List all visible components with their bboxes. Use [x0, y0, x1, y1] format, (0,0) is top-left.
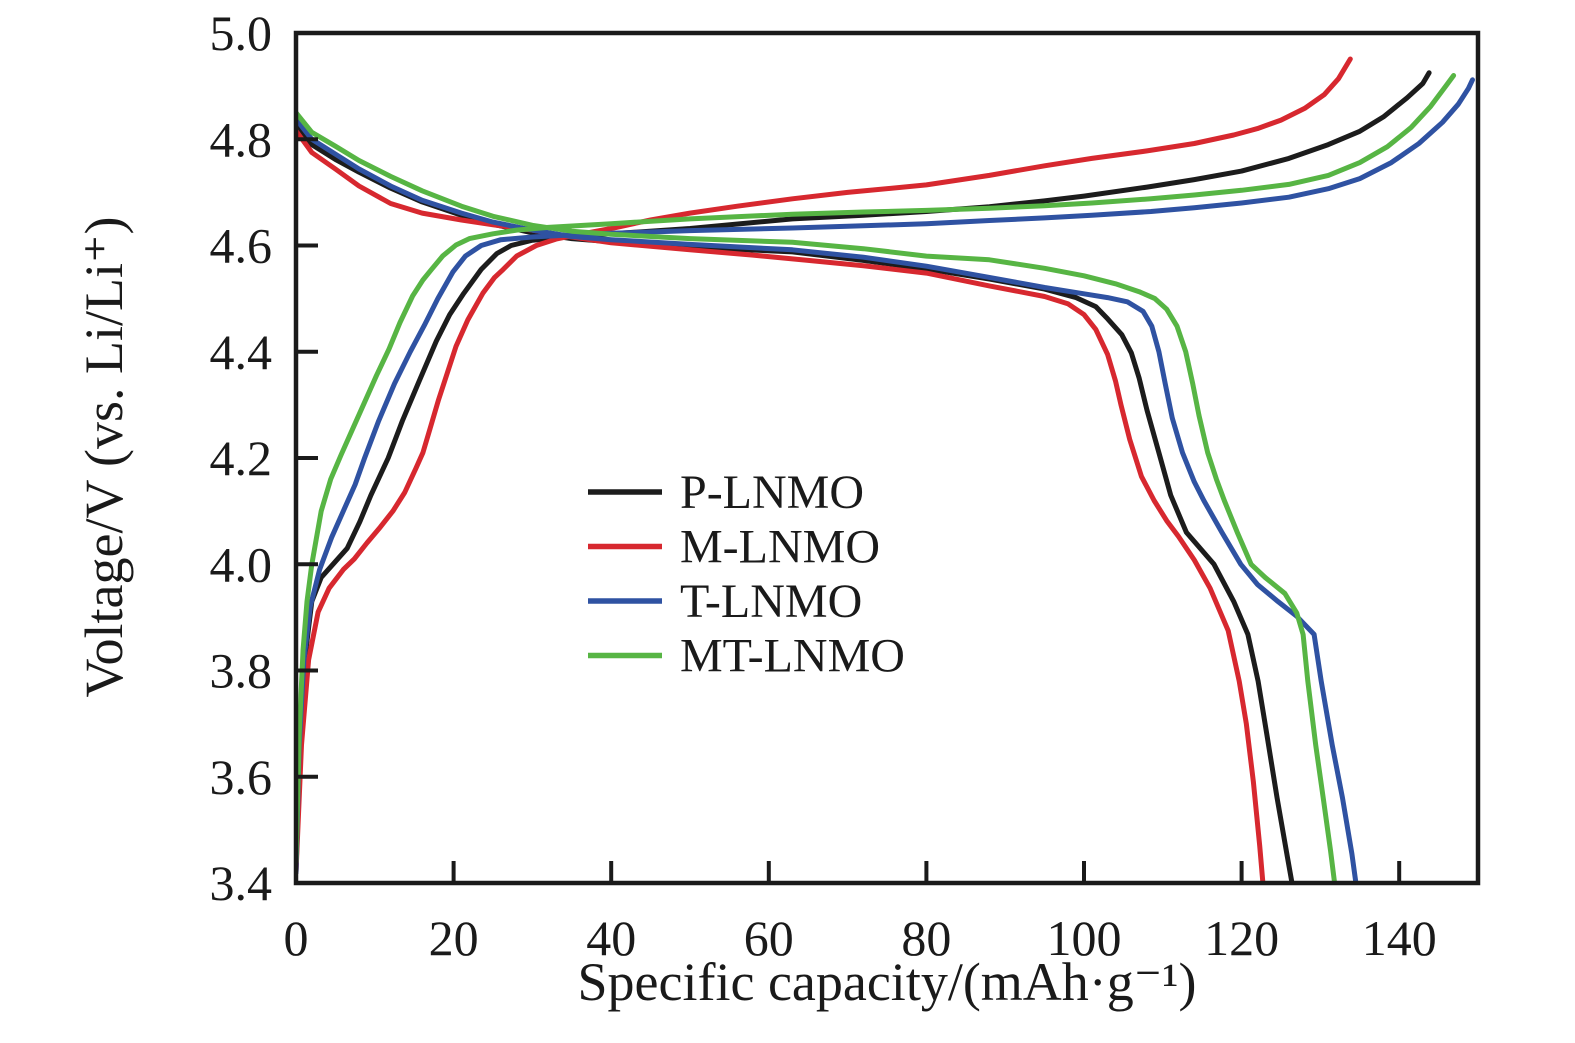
y-tick-label: 4.4 [210, 324, 273, 380]
legend-label-mt-lnmo: MT-LNMO [680, 630, 905, 683]
axes-layer: 0 20 40 60 80 100 120 140 3.4 3.6 3.8 4.0 4.2 4.4 4.6 4… [210, 5, 1481, 966]
curve-t-lnmo-discharge [294, 116, 1359, 885]
legend-item-mt-lnmo: MT-LNMO [588, 630, 905, 683]
y-tick-label: 4.8 [210, 111, 273, 167]
curve-m-lnmo-discharge [294, 128, 1266, 885]
x-tick-label: 60 [744, 910, 794, 966]
legend-item-t-lnmo: T-LNMO [588, 575, 862, 628]
y-axis-title: Voltage/V (vs. Li/Li⁺) [74, 217, 134, 698]
curve-mt-lnmo-charge [294, 73, 1457, 865]
y-tick-label: 3.8 [210, 643, 273, 699]
x-tick-label: 140 [1362, 910, 1437, 966]
x-tick-label: 0 [284, 910, 309, 966]
legend-label-t-lnmo: T-LNMO [680, 575, 862, 628]
curve-mt-lnmo-discharge [294, 110, 1338, 885]
y-tick-label: 4.6 [210, 218, 273, 274]
y-tick-label: 3.6 [210, 749, 273, 805]
legend-item-m-lnmo: M-LNMO [588, 521, 880, 574]
legend-label-m-lnmo: M-LNMO [680, 521, 880, 574]
x-tick-label: 80 [901, 910, 951, 966]
curve-t-lnmo-charge [294, 77, 1475, 875]
x-tick-label: 40 [586, 910, 636, 966]
legend-item-p-lnmo: P-LNMO [588, 466, 864, 519]
curves-layer [294, 56, 1475, 885]
legend-label-p-lnmo: P-LNMO [680, 466, 864, 519]
y-tick-label: 4.0 [210, 536, 273, 592]
x-axis-title: Specific capacity/(mAh·g⁻¹) [578, 952, 1197, 1012]
y-tick-label: 3.4 [210, 855, 273, 911]
x-tick-label: 120 [1204, 910, 1279, 966]
y-tick-label: 5.0 [210, 5, 273, 61]
curve-m-lnmo-charge [294, 56, 1353, 875]
x-tick-label: 100 [1047, 910, 1122, 966]
plot-border [293, 30, 1481, 886]
x-tick-label: 20 [429, 910, 479, 966]
y-tick-label: 4.2 [210, 430, 273, 486]
